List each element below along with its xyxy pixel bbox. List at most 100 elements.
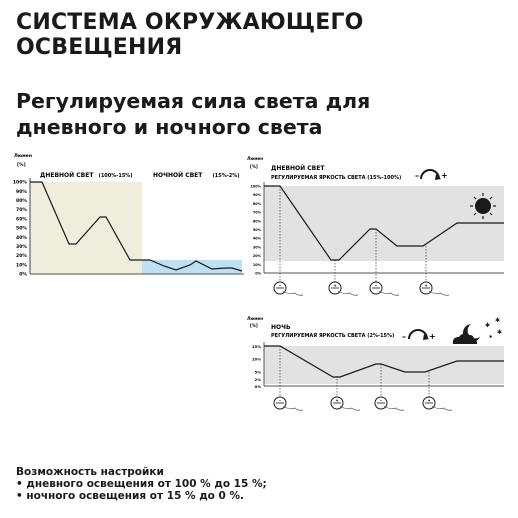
settings-note-night: • ночного освещения от 15 % до 0 %.: [16, 490, 245, 502]
night-chart-title: НОЧЬ: [271, 324, 291, 331]
day-chart-y-ticks: 100% 90% 80% 70% 60% 50% 40% 30% 20% 10%…: [251, 185, 262, 276]
y-tick-label: 0%: [19, 272, 27, 278]
y-tick-label: 10%: [16, 262, 27, 268]
night-chart-y-unit: [%]: [250, 323, 258, 328]
moon-cloud-icon: [452, 324, 480, 344]
y-tick-label: 70%: [253, 211, 262, 215]
night-chart-y-caption: Люмен: [247, 316, 263, 321]
sun-icon: [470, 193, 496, 219]
y-tick-label: 90%: [16, 189, 27, 195]
stars-icon: ✱ ✱ ✱ ✱: [485, 317, 502, 339]
dimmer-button-icon: –: [369, 281, 383, 295]
dimmer-button-icon: +: [422, 396, 436, 410]
day-chart-subtitle: РЕГУЛИРУЕМАЯ ЯРКОСТЬ СВЕТА (15%-100%): [271, 175, 401, 181]
sun-disc-icon: [475, 198, 491, 214]
dimmer-arrow-icon: [423, 334, 429, 340]
day-chart-title: ДНЕВНОЙ СВЕТ: [271, 164, 325, 172]
y-tick-label: 50%: [253, 228, 262, 232]
svg-text:+: +: [335, 398, 338, 403]
y-tick-label: 30%: [16, 244, 27, 250]
y-tick-label: 10%: [253, 263, 262, 267]
y-tick-label: 0%: [255, 384, 262, 389]
night-light-curve: [264, 345, 504, 378]
day-light-title: ДНЕВНОЙ СВЕТ: [40, 171, 94, 179]
y-tick-label: 60%: [253, 219, 262, 223]
night-press-markers: [279, 346, 430, 398]
day-night-overview-chart: Люмен [%] 100% 90% 80% 70% 60% 50% 40% 3…: [13, 153, 244, 278]
night-light-chart: Люмен [%] НОЧЬ РЕГУЛИРУЕМАЯ ЯРКОСТЬ СВЕТ…: [247, 316, 504, 411]
day-plus-sign: +: [441, 171, 448, 180]
y-tick-label: 80%: [16, 198, 27, 204]
y-tick-label: 5%: [255, 369, 262, 374]
svg-text:✱: ✱: [489, 334, 493, 339]
y-tick-label: 70%: [16, 207, 27, 213]
day-range-area: [30, 182, 142, 274]
day-press-markers: [279, 186, 427, 282]
left-chart-y-unit: [%]: [17, 162, 26, 168]
day-light-label: ДНЕВНОЙ СВЕТ (100%-15%): [40, 171, 133, 179]
svg-text:–: –: [375, 283, 377, 288]
night-chart-y-ticks: 15% 10% 5% 2% 0%: [252, 344, 261, 389]
svg-text:–: –: [380, 398, 382, 403]
page-title: СИСТЕМА ОКРУЖАЮЩЕГО ОСВЕЩЕНИЯ: [16, 10, 506, 60]
y-tick-label: 60%: [16, 216, 27, 222]
svg-text:✱: ✱: [495, 317, 500, 324]
y-tick-label: 0%: [255, 272, 261, 276]
page-subtitle: Регулируемая сила света для дневного и н…: [16, 88, 506, 140]
cloud-icon: [452, 333, 478, 344]
light-level-curve: [30, 181, 243, 272]
y-tick-label: 20%: [253, 254, 262, 258]
svg-text:+: +: [424, 283, 427, 288]
y-tick-label: 15%: [252, 344, 261, 349]
y-tick-label: 40%: [16, 235, 27, 241]
settings-note-day: • дневного освещения от 100 % до 15 %;: [16, 478, 267, 490]
night-dimmer-icon: – +: [402, 329, 436, 341]
settings-note: Возможность настройки • дневного освещен…: [16, 466, 496, 502]
page-subtitle-line2: дневного и ночного света: [16, 115, 323, 139]
svg-text:–: –: [279, 283, 281, 288]
day-light-chart: Люмен [%] ДНЕВНОЙ СВЕТ РЕГУЛИРУЕМАЯ ЯРКО…: [247, 156, 504, 296]
svg-text:–: –: [279, 398, 281, 403]
y-tick-label: 100%: [251, 185, 262, 189]
day-light-curve: [264, 185, 504, 261]
hand-pressing-icon: [282, 290, 450, 296]
dimmer-button-icon: +: [330, 396, 344, 410]
y-tick-label: 80%: [253, 202, 262, 206]
y-tick-label: 30%: [253, 245, 262, 249]
y-tick-label: 100%: [13, 180, 28, 186]
dimmer-arc-icon: [420, 169, 440, 180]
page-title-line1: СИСТЕМА ОКРУЖАЮЩЕГО: [16, 10, 364, 35]
dimmer-arc-icon: [408, 329, 428, 340]
dimmer-button-icon: –: [374, 396, 388, 410]
night-minus-sign: –: [402, 332, 406, 341]
left-chart-y-ticks: 100% 90% 80% 70% 60% 50% 40% 30% 20% 10%…: [13, 180, 28, 278]
svg-text:+: +: [333, 283, 336, 288]
day-minus-sign: –: [415, 171, 419, 180]
day-chart-y-unit: [%]: [250, 164, 258, 169]
night-light-title: НОЧНОЙ СВЕТ: [153, 171, 203, 179]
settings-note-heading: Возможность настройки: [16, 466, 164, 478]
y-tick-label: 10%: [252, 357, 261, 362]
night-light-label: НОЧНОЙ СВЕТ (15%-2%): [153, 171, 240, 179]
y-tick-label: 90%: [253, 193, 262, 197]
dimmer-button-icon: –: [273, 281, 287, 295]
svg-text:✱: ✱: [485, 322, 490, 329]
svg-text:+: +: [427, 398, 430, 403]
day-chart-y-caption: Люмен: [247, 156, 263, 161]
y-tick-label: 40%: [253, 237, 262, 241]
day-dimmer-icon: – +: [415, 169, 448, 180]
page-title-line2: ОСВЕЩЕНИЯ: [16, 35, 183, 60]
day-press-buttons: – + – +: [273, 281, 450, 296]
dimmer-arrow-icon: [435, 174, 441, 180]
night-plus-sign: +: [429, 332, 436, 341]
day-light-range: (100%-15%): [99, 173, 133, 179]
dimmer-button-icon: +: [419, 281, 433, 295]
night-chart-subtitle: РЕГУЛИРУЕМАЯ ЯРКОСТЬ СВЕТА (2%-15%): [271, 333, 394, 339]
hand-pressing-icon: [282, 405, 453, 411]
night-press-buttons: – + – +: [273, 396, 453, 411]
night-light-range: (15%-2%): [212, 173, 239, 179]
y-tick-label: 20%: [16, 253, 27, 259]
sun-rays-icon: [470, 193, 496, 219]
left-chart-y-caption: Люмен: [14, 153, 32, 159]
y-tick-label: 2%: [255, 377, 262, 382]
